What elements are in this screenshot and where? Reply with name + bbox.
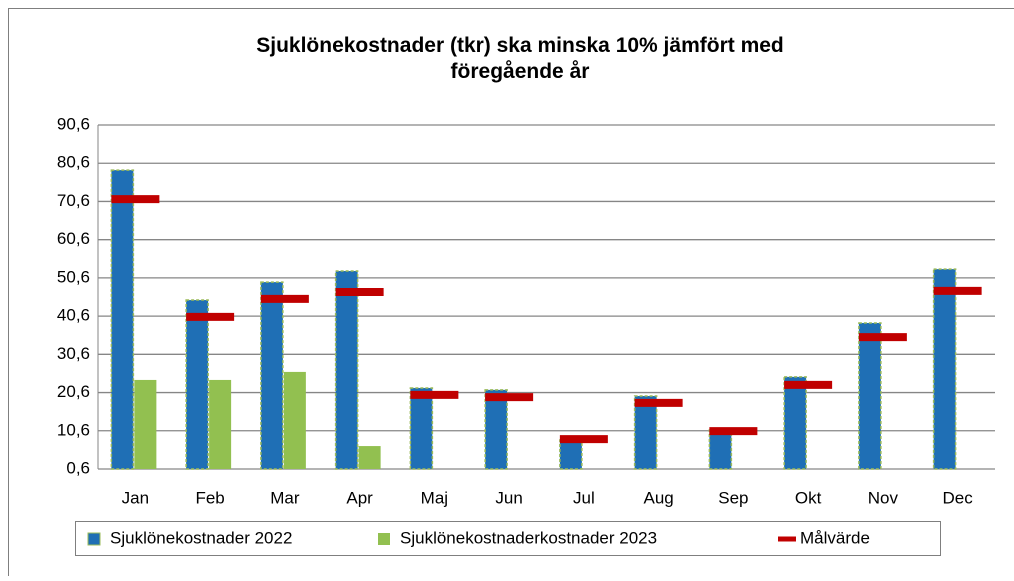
bar [709,430,731,469]
bar [859,323,881,469]
x-tick-label: Aug [644,488,674,507]
bar [209,380,231,469]
x-tick-label: Dec [943,488,974,507]
bar [485,390,507,469]
legend-label: Sjuklönekostnaderkostnader 2023 [400,528,657,547]
bar [560,440,582,469]
x-tick-label: Okt [795,488,822,507]
y-tick-label: 70,6 [57,191,90,210]
y-tick-label: 30,6 [57,344,90,363]
bar [934,269,956,469]
x-tick-label: Maj [421,488,448,507]
bar [111,170,133,469]
y-tick-label: 10,6 [57,420,90,439]
y-tick-label: 20,6 [57,382,90,401]
bar [784,377,806,469]
bar [410,388,432,469]
y-tick-label: 80,6 [57,153,90,172]
x-tick-label: Apr [346,488,373,507]
y-tick-label: 50,6 [57,267,90,286]
legend-label: Sjuklönekostnader 2022 [110,528,292,547]
x-tick-label: Mar [270,488,300,507]
x-tick-label: Jul [573,488,595,507]
legend-label: Målvärde [800,528,870,547]
bar [284,372,306,469]
x-tick-label: Nov [868,488,899,507]
legend-swatch [88,533,100,545]
legend-swatch [378,533,390,545]
x-tick-label: Sep [718,488,748,507]
y-tick-label: 90,6 [57,114,90,133]
y-tick-label: 60,6 [57,229,90,248]
bar [359,446,381,469]
x-tick-label: Jun [495,488,522,507]
bar [336,271,358,469]
bar [635,396,657,469]
bar [261,282,283,469]
bar [134,380,156,469]
y-tick-label: 0,6 [66,458,90,477]
y-tick-label: 40,6 [57,306,90,325]
x-tick-label: Jan [122,488,149,507]
bar [186,300,208,469]
x-tick-label: Feb [195,488,224,507]
